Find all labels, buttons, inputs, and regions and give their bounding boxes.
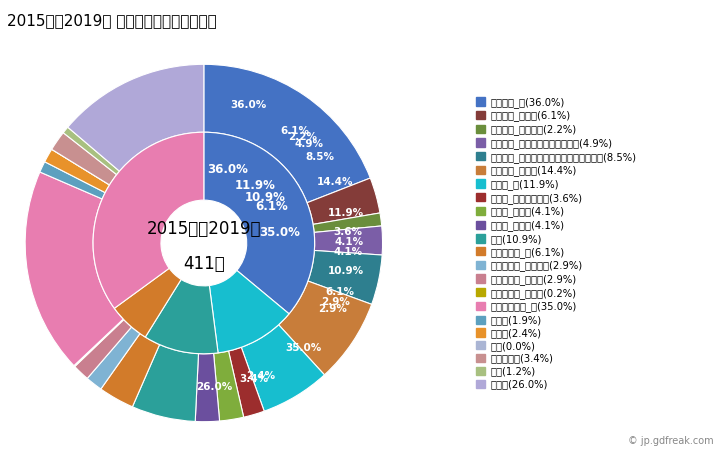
Text: 6.1%: 6.1% [325,287,355,297]
Wedge shape [68,64,204,171]
Text: © jp.gdfreak.com: © jp.gdfreak.com [628,436,713,446]
Wedge shape [313,213,381,232]
Wedge shape [114,268,181,337]
Wedge shape [210,270,289,353]
Text: 6.1%: 6.1% [256,200,288,213]
Text: 36.0%: 36.0% [207,163,248,176]
Wedge shape [307,178,380,225]
Text: 4.1%: 4.1% [334,237,363,247]
Wedge shape [63,127,119,175]
Wedge shape [308,251,382,304]
Wedge shape [74,319,124,367]
Text: 2.4%: 2.4% [246,371,275,381]
Text: 8.5%: 8.5% [306,152,335,162]
Text: 4.9%: 4.9% [295,139,324,149]
Wedge shape [40,162,105,199]
Text: 3.6%: 3.6% [333,227,363,238]
Wedge shape [195,353,220,422]
Text: 2015年～2019年 基山町の男性の死因構成: 2015年～2019年 基山町の男性の死因構成 [7,14,217,28]
Text: 35.0%: 35.0% [260,226,301,239]
Legend: 悪性腫瘍_計(36.0%), 悪性腫瘍_胃がん(6.1%), 悪性腫瘍_大腸がん(2.2%), 悪性腫瘍_肝がん・肝内胆管がん(4.9%), 悪性腫瘍_気管がん: 悪性腫瘍_計(36.0%), 悪性腫瘍_胃がん(6.1%), 悪性腫瘍_大腸がん… [476,97,636,389]
Wedge shape [132,345,199,422]
Text: 35.0%: 35.0% [285,342,322,353]
Text: 2015年～2019年: 2015年～2019年 [146,220,261,238]
Text: 11.9%: 11.9% [328,208,363,218]
Wedge shape [25,172,123,366]
Wedge shape [44,149,109,193]
Text: 10.9%: 10.9% [245,191,286,204]
Wedge shape [75,320,132,378]
Text: 26.0%: 26.0% [197,382,233,392]
Wedge shape [204,64,371,203]
Wedge shape [213,351,244,421]
Text: 3.4%: 3.4% [240,374,269,384]
Wedge shape [52,149,109,185]
Wedge shape [93,132,204,308]
Wedge shape [146,279,218,354]
Wedge shape [229,347,264,417]
Wedge shape [101,333,159,407]
Wedge shape [279,281,372,375]
Wedge shape [314,226,382,255]
Text: 4.1%: 4.1% [333,248,363,257]
Text: 14.4%: 14.4% [317,176,353,187]
Wedge shape [241,325,325,411]
Text: 36.0%: 36.0% [231,100,266,110]
Text: 2.2%: 2.2% [288,132,317,143]
Text: 6.1%: 6.1% [280,126,309,135]
Wedge shape [52,133,116,185]
Wedge shape [87,327,140,389]
Text: 11.9%: 11.9% [234,180,276,192]
Wedge shape [204,132,314,314]
Text: 411人: 411人 [183,256,225,274]
Text: 10.9%: 10.9% [328,266,364,276]
Text: 2.9%: 2.9% [318,304,347,314]
Text: 2.9%: 2.9% [321,297,350,307]
